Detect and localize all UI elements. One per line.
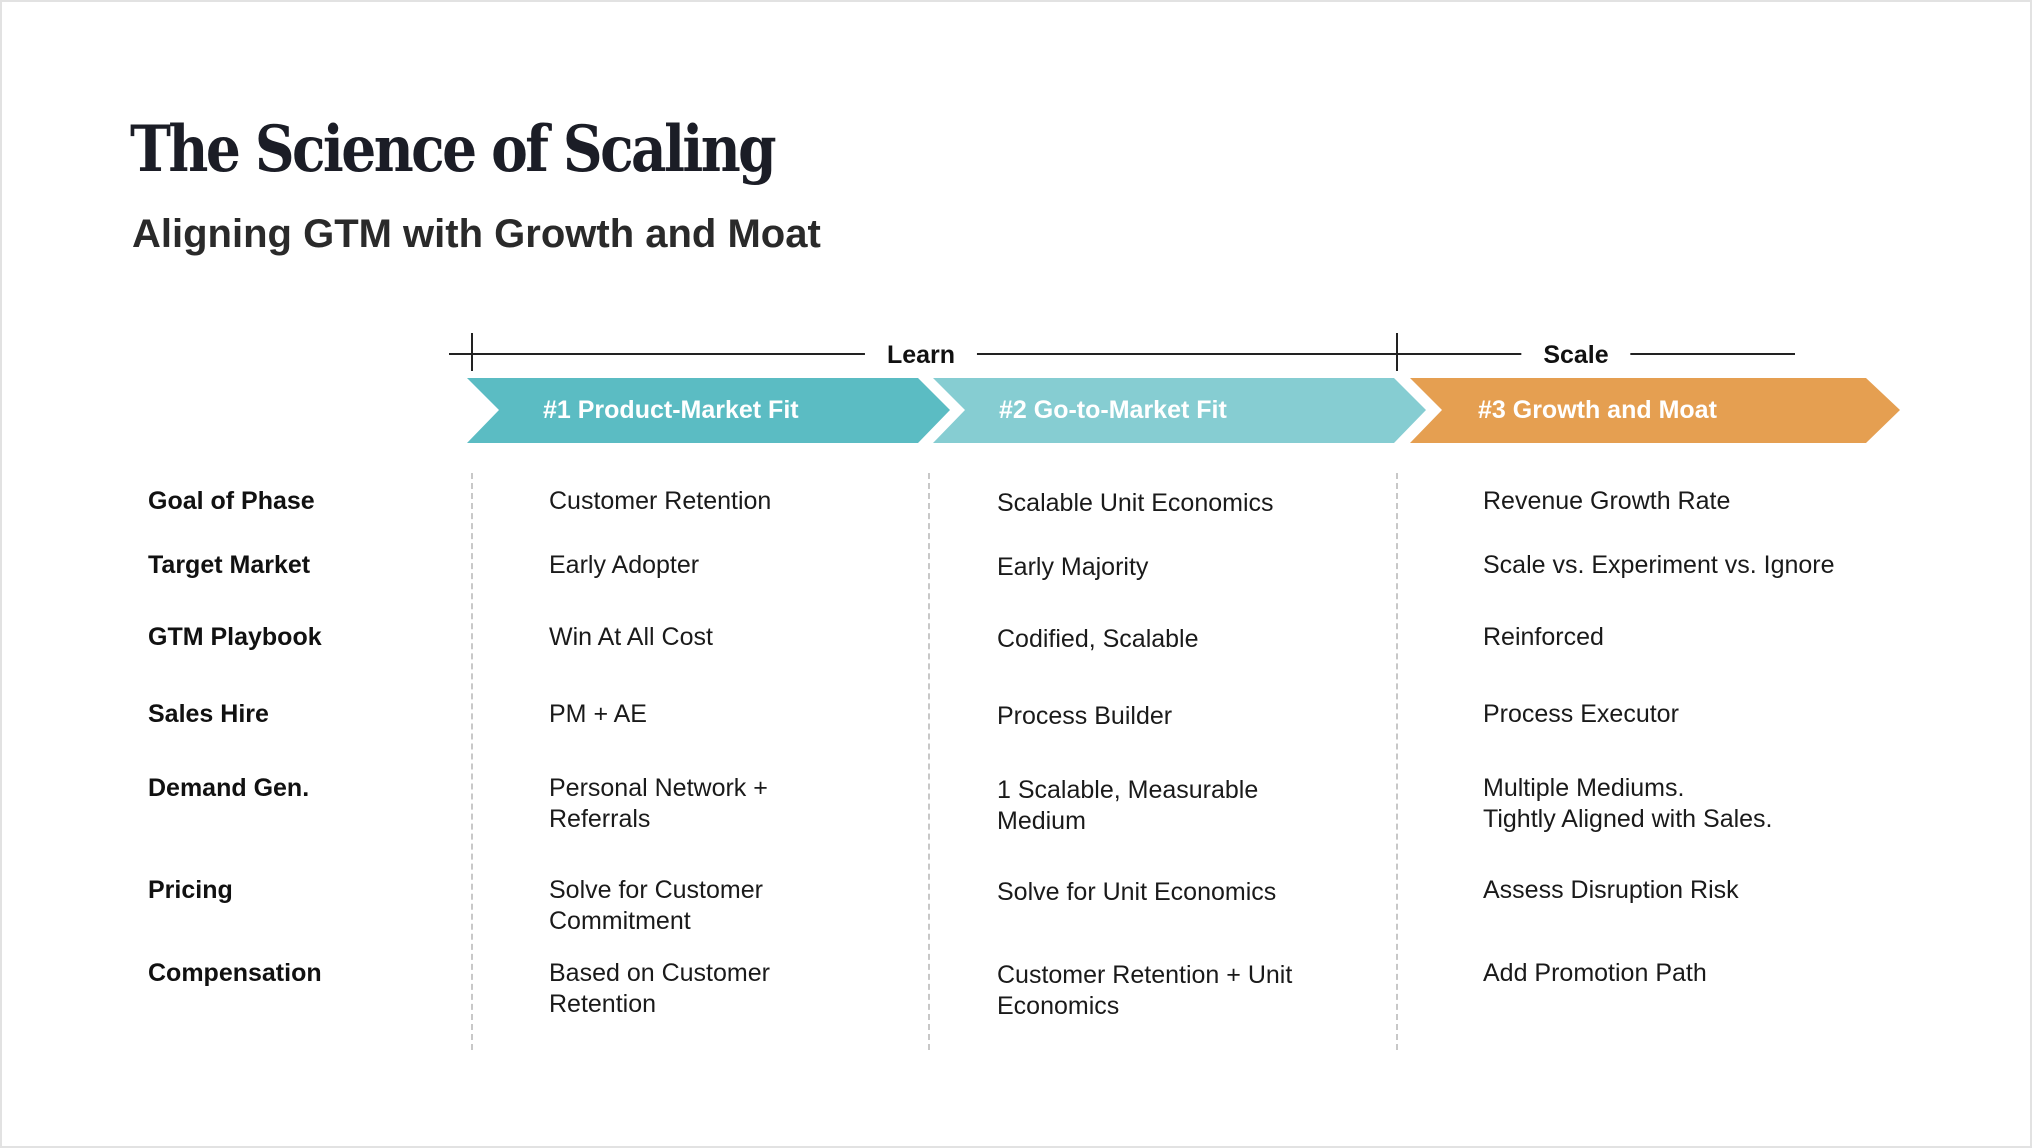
column-divider <box>928 473 930 1050</box>
table-cell: Scalable Unit Economics <box>997 489 1274 517</box>
table-cell: Add Promotion Path <box>1483 959 1707 987</box>
chevron-phase-1 <box>467 378 950 443</box>
table-cell: Reinforced <box>1483 623 1604 651</box>
table-cell: Early Adopter <box>549 551 700 579</box>
table-cell: PM + AE <box>549 700 647 728</box>
table-cell: Solve for Customer Commitment <box>549 876 763 935</box>
timeline-tick-mid <box>1396 333 1398 371</box>
row-label: Demand Gen. <box>148 774 310 802</box>
column-divider <box>1396 473 1398 1050</box>
table-cell: Process Builder <box>997 702 1173 730</box>
phase-1-label: #1 Product-Market Fit <box>543 396 799 424</box>
page-subtitle: Aligning GTM with Growth and Moat <box>132 212 821 256</box>
table-cell: Win At All Cost <box>549 623 713 651</box>
phase-2-label: #2 Go-to-Market Fit <box>999 396 1227 424</box>
table-cell: Codified, Scalable <box>997 625 1199 653</box>
table-cell: Customer Retention + Unit Economics <box>997 961 1293 1020</box>
column-divider <box>471 473 473 1050</box>
row-label: Target Market <box>148 551 311 579</box>
timeline-tick-start <box>471 333 473 371</box>
row-label: Pricing <box>148 876 233 904</box>
table-cell: Scale vs. Experiment vs. Ignore <box>1483 551 1835 579</box>
row-label: Goal of Phase <box>148 487 315 515</box>
table-cell: 1 Scalable, Measurable Medium <box>997 776 1259 835</box>
table-cell: Solve for Unit Economics <box>997 878 1277 906</box>
chevron-phase-3 <box>1410 378 1900 443</box>
page-title: The Science of Scaling <box>130 112 777 187</box>
chevron-phase-2 <box>933 378 1426 443</box>
row-label: GTM Playbook <box>148 623 322 651</box>
timeline-line <box>449 353 1795 355</box>
learn-label: Learn <box>864 341 978 370</box>
scale-label: Scale <box>1521 341 1631 370</box>
table-cell: Early Majority <box>997 553 1149 581</box>
table-cell: Customer Retention <box>549 487 772 515</box>
row-label: Compensation <box>148 959 322 987</box>
table-cell: Based on Customer Retention <box>549 959 770 1018</box>
table-cell: Revenue Growth Rate <box>1483 487 1731 515</box>
table-cell: Assess Disruption Risk <box>1483 876 1739 904</box>
table-cell: Multiple Mediums. Tightly Aligned with S… <box>1483 774 1773 833</box>
table-cell: Process Executor <box>1483 700 1679 728</box>
table-cell: Personal Network + Referrals <box>549 774 768 833</box>
row-label: Sales Hire <box>148 700 269 728</box>
phase-3-label: #3 Growth and Moat <box>1478 396 1717 424</box>
